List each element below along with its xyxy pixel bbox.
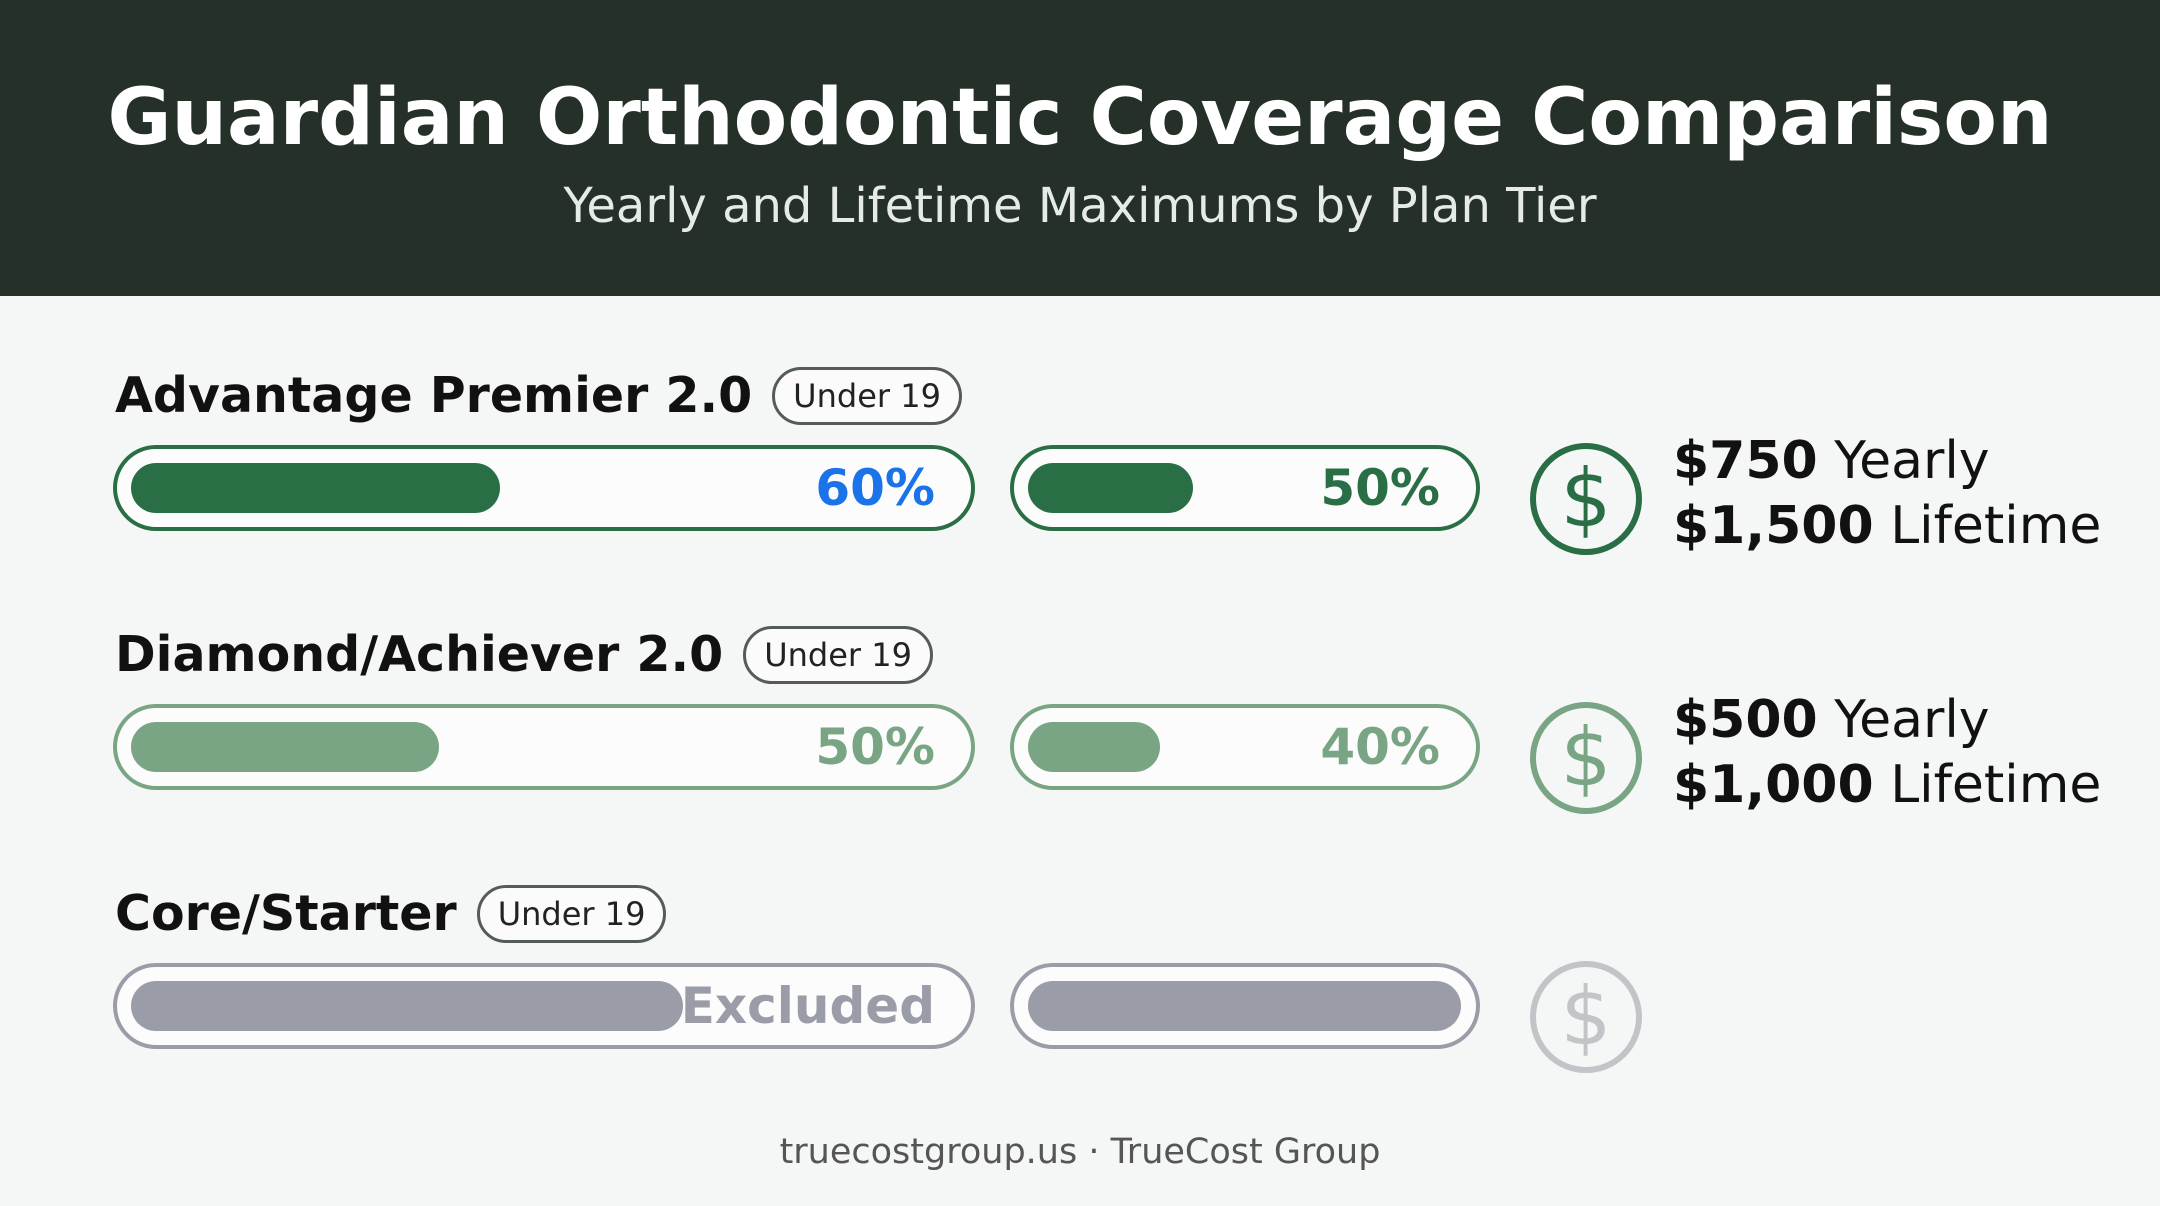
coverage-bar-secondary-fill bbox=[1028, 463, 1193, 513]
coverage-bar-secondary-track bbox=[1010, 963, 1480, 1049]
lifetime-max: $1,500 Lifetime bbox=[1673, 494, 2101, 559]
age-badge: Under 19 bbox=[772, 367, 962, 425]
tier-name: Advantage Premier 2.0 bbox=[115, 367, 753, 424]
tier-row-diamond-achiever: Diamond/Achiever 2.0 Under 19 50% 40% $ … bbox=[0, 620, 2160, 840]
header-banner: Guardian Orthodontic Coverage Comparison… bbox=[0, 0, 2160, 296]
coverage-bar-primary-track: 50% bbox=[113, 704, 975, 790]
page-subtitle: Yearly and Lifetime Maximums by Plan Tie… bbox=[563, 178, 1597, 234]
coverage-bar-primary-fill bbox=[131, 722, 439, 772]
yearly-amount: $500 bbox=[1673, 690, 1818, 750]
coverage-bar-secondary-label: 50% bbox=[1320, 459, 1440, 517]
tier-header: Core/Starter Under 19 bbox=[115, 879, 667, 949]
tier-row-core-starter: Core/Starter Under 19 Excluded $ bbox=[0, 879, 2160, 1099]
lifetime-amount: $1,500 bbox=[1673, 496, 1874, 556]
tier-header: Diamond/Achiever 2.0 Under 19 bbox=[115, 620, 933, 690]
yearly-max: $500 Yearly bbox=[1673, 688, 2101, 753]
lifetime-word: Lifetime bbox=[1890, 496, 2102, 556]
yearly-amount: $750 bbox=[1673, 431, 1818, 491]
coverage-bar-primary-fill bbox=[131, 463, 500, 513]
coverage-bar-primary-track: 60% bbox=[113, 445, 975, 531]
dollar-icon: $ bbox=[1530, 961, 1642, 1073]
tier-name: Diamond/Achiever 2.0 bbox=[115, 626, 724, 683]
tier-header: Advantage Premier 2.0 Under 19 bbox=[115, 361, 962, 431]
dollar-icon: $ bbox=[1530, 702, 1642, 814]
coverage-bar-primary-label: 50% bbox=[815, 718, 935, 776]
coverage-bar-secondary-fill bbox=[1028, 722, 1160, 772]
coverage-bar-secondary-fill bbox=[1028, 981, 1461, 1031]
footer-credit: truecostgroup.us · TrueCost Group bbox=[779, 1132, 1381, 1172]
coverage-bar-secondary-label: 40% bbox=[1320, 718, 1440, 776]
yearly-max: $750 Yearly bbox=[1673, 429, 2101, 494]
maximum-amounts: $500 Yearly $1,000 Lifetime bbox=[1673, 688, 2101, 818]
coverage-bar-secondary-track: 40% bbox=[1010, 704, 1480, 790]
dollar-icon: $ bbox=[1530, 443, 1642, 555]
maximum-amounts: $750 Yearly $1,500 Lifetime bbox=[1673, 429, 2101, 559]
yearly-word: Yearly bbox=[1834, 431, 1990, 491]
lifetime-max: $1,000 Lifetime bbox=[1673, 753, 2101, 818]
age-badge: Under 19 bbox=[743, 626, 933, 684]
yearly-word: Yearly bbox=[1834, 690, 1990, 750]
coverage-bar-primary-label: Excluded bbox=[680, 977, 935, 1035]
age-badge: Under 19 bbox=[476, 885, 667, 943]
tier-row-advantage-premier: Advantage Premier 2.0 Under 19 60% 50% $… bbox=[0, 361, 2160, 581]
coverage-bar-primary-track: Excluded bbox=[113, 963, 975, 1049]
coverage-bar-secondary-track: 50% bbox=[1010, 445, 1480, 531]
tier-name: Core/Starter bbox=[115, 885, 457, 942]
lifetime-amount: $1,000 bbox=[1673, 755, 1874, 815]
page-title: Guardian Orthodontic Coverage Comparison bbox=[107, 73, 2053, 163]
coverage-bar-primary-fill bbox=[131, 981, 683, 1031]
lifetime-word: Lifetime bbox=[1890, 755, 2102, 815]
coverage-bar-primary-label: 60% bbox=[815, 459, 935, 517]
